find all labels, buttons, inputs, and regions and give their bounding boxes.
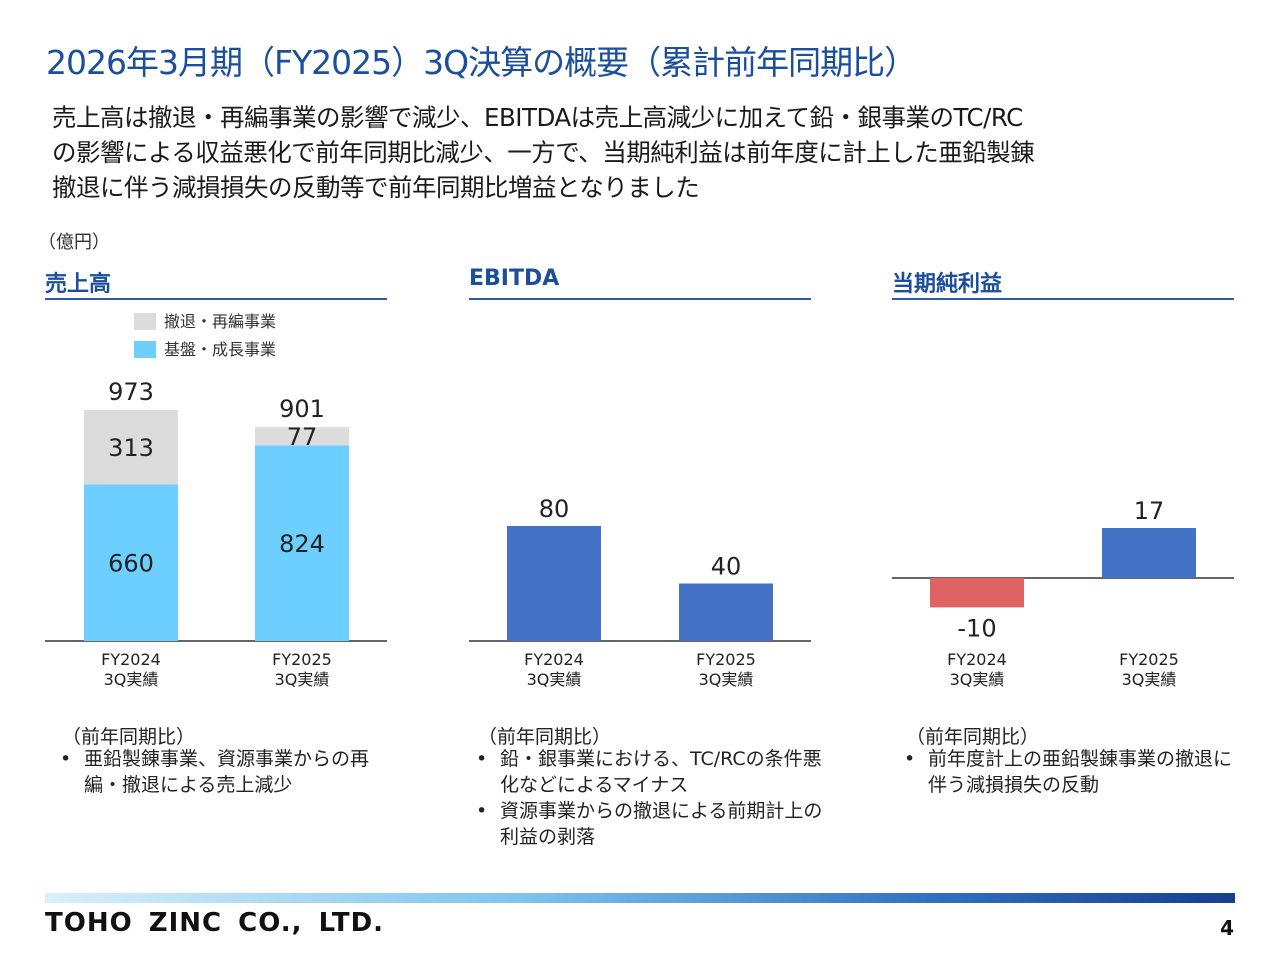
panel-title-sales: 売上高	[45, 266, 387, 300]
summary-line: 撤退に伴う減損損失の反動等で前年同期比増益となりました	[52, 173, 700, 202]
data-label-ebitda: 40	[711, 553, 742, 581]
data-label-withdrawal: 77	[287, 423, 318, 451]
x-tick-label: FY2024	[947, 650, 1007, 669]
x-tick-label: 3Q実績	[104, 670, 159, 689]
legend-swatch-core	[134, 341, 156, 358]
data-label-withdrawal: 313	[108, 434, 154, 462]
x-tick-label: FY2024	[524, 650, 584, 669]
page-title: 2026年3月期（FY2025）3Q決算の概要（累計前年同期比）	[46, 43, 917, 82]
company-logo: TOHO ZINC CO., LTD.	[45, 908, 385, 938]
panel-title-net-income: 当期純利益	[892, 266, 1234, 300]
x-tick-label: 3Q実績	[527, 670, 582, 689]
x-tick-label: 3Q実績	[275, 670, 330, 689]
note-list-net-income: 前年度計上の亜鉛製錬事業の撤退に伴う減損損失の反動	[900, 746, 1250, 798]
charts-canvas: 66031397382477901FY20243Q実績FY20253Q実績804…	[45, 378, 1234, 689]
x-tick-label: FY2024	[101, 650, 161, 669]
data-label-net-income: -10	[957, 614, 996, 642]
note-item: 亜鉛製錬事業、資源事業からの再編・撤退による売上減少	[56, 746, 374, 798]
summary-line: 売上高は撤退・再編事業の影響で減少、EBITDAは売上高減少に加えて鉛・銀事業の…	[52, 103, 1023, 132]
legend-core: 基盤・成長事業	[134, 336, 276, 360]
note-heading-net-income: （前年同期比）	[906, 726, 1040, 748]
bar-core	[84, 484, 178, 641]
bar-withdrawal	[84, 410, 178, 485]
note-item: 前年度計上の亜鉛製錬事業の撤退に伴う減損損失の反動	[900, 746, 1250, 798]
x-tick-label: 3Q実績	[1122, 670, 1177, 689]
data-label-core: 660	[108, 550, 154, 578]
legend-withdrawal: 撤退・再編事業	[134, 308, 276, 332]
note-list-sales: 亜鉛製錬事業、資源事業からの再編・撤退による売上減少	[56, 746, 374, 798]
unit-label: （億円）	[38, 232, 110, 253]
note-list-ebitda: 鉛・銀事業における、TC/RCの条件悪化などによるマイナス 資源事業からの撤退に…	[472, 746, 832, 850]
data-label-total: 901	[279, 395, 325, 423]
note-item: 資源事業からの撤退による前期計上の利益の剥落	[472, 798, 832, 850]
x-tick-label: FY2025	[1119, 650, 1179, 669]
bar-ebitda	[679, 583, 773, 641]
legend-label-withdrawal: 撤退・再編事業	[164, 312, 277, 331]
x-tick-label: FY2025	[272, 650, 332, 669]
bar-core	[255, 445, 349, 641]
page-number: 4	[1220, 916, 1234, 940]
data-label-core: 824	[279, 530, 325, 558]
x-tick-label: 3Q実績	[699, 670, 754, 689]
bar-withdrawal	[255, 427, 349, 446]
x-tick-label: 3Q実績	[950, 670, 1005, 689]
data-label-net-income: 17	[1134, 497, 1165, 525]
note-heading-ebitda: （前年同期比）	[478, 726, 612, 748]
legend-swatch-withdrawal	[134, 313, 156, 330]
panel-title-ebitda: EBITDA	[469, 266, 811, 300]
data-label-ebitda: 80	[539, 495, 570, 523]
note-heading-sales: （前年同期比）	[62, 726, 196, 748]
bar-net-income	[1102, 528, 1196, 578]
summary-text: 売上高は撤退・再編事業の影響で減少、EBITDAは売上高減少に加えて鉛・銀事業の…	[52, 100, 1252, 205]
footer-gradient-bar	[45, 893, 1235, 903]
summary-line: の影響による収益悪化で前年同期比減少、一方で、当期純利益は前年度に計上した亜鉛製…	[52, 138, 1035, 167]
note-item: 鉛・銀事業における、TC/RCの条件悪化などによるマイナス	[472, 746, 832, 798]
bar-net-income	[930, 578, 1024, 608]
legend-label-core: 基盤・成長事業	[164, 340, 277, 359]
data-label-total: 973	[108, 378, 154, 406]
x-tick-label: FY2025	[696, 650, 756, 669]
bar-ebitda	[507, 526, 601, 641]
